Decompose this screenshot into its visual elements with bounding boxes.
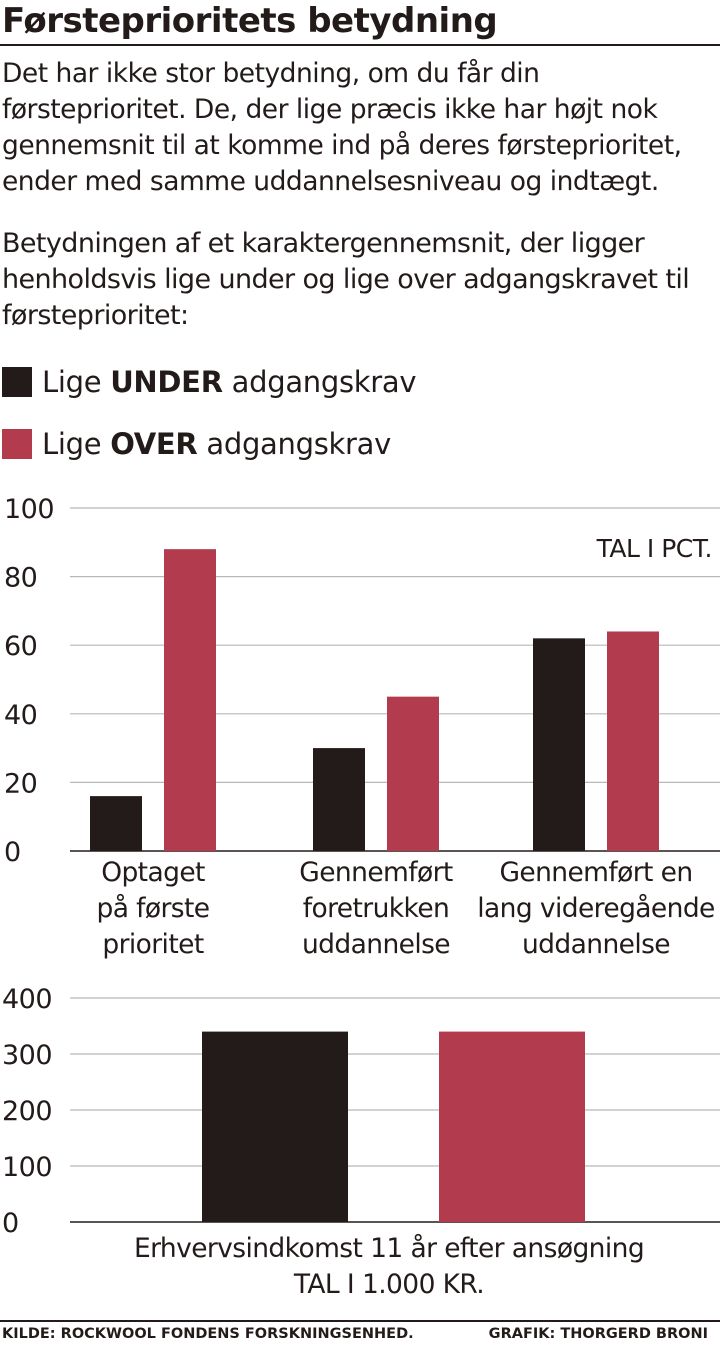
bar: [202, 1031, 348, 1222]
y-tick-label: 200: [2, 1096, 52, 1127]
x-tick-label: Gennemført en: [499, 857, 692, 888]
y-tick-label: 100: [2, 1152, 52, 1183]
legend-label-over: Lige OVER adgangskrav: [42, 427, 391, 461]
source-credit: KILDE: ROCKWOOL FONDENS FORSKNINGSENHED.: [2, 1326, 414, 1342]
x-tick-label: lang videregående: [477, 893, 715, 924]
intro-text: Det har ikke stor betydning, om du får d…: [2, 58, 682, 197]
x-tick-label: på første: [96, 893, 209, 924]
legend-swatch-under: [2, 367, 32, 397]
unit-note: TAL I PCT.: [596, 534, 712, 563]
footer-divider: [0, 1320, 720, 1322]
legend-item-over: Lige OVER adgangskrav: [2, 426, 391, 462]
chart-title: Førsteprioritets betydning: [2, 1, 498, 41]
y-tick-label: 400: [2, 984, 52, 1015]
bar: [164, 549, 216, 851]
x-tick-label: foretrukken: [303, 893, 450, 924]
legend-swatch-over: [2, 429, 32, 459]
title-divider: [0, 44, 720, 46]
legend-label-under: Lige UNDER adgangskrav: [42, 365, 417, 399]
y-tick-label: 20: [4, 768, 37, 799]
y-tick-label: 300: [2, 1040, 52, 1071]
x-tick-label: prioritet: [102, 929, 203, 960]
x-tick-label: Gennemført: [299, 857, 453, 888]
bar: [90, 796, 142, 851]
bar: [533, 638, 585, 851]
x-axis-label: TAL I 1.000 KR.: [293, 1269, 484, 1300]
bar: [387, 696, 439, 851]
chart-subtitle: Betydningen af et karaktergennemsnit, de…: [2, 228, 690, 331]
y-tick-label: 40: [4, 700, 37, 731]
x-axis-label: Erhvervsindkomst 11 år efter ansøgning: [134, 1233, 644, 1264]
y-tick-label: 100: [4, 494, 54, 525]
bar: [607, 631, 659, 851]
y-tick-label: 60: [4, 631, 37, 662]
x-tick-label: uddannelse: [302, 929, 450, 960]
bar: [439, 1031, 585, 1222]
y-tick-label: 0: [4, 837, 21, 868]
y-tick-label: 80: [4, 563, 37, 594]
x-tick-label: Optaget: [101, 857, 205, 888]
y-tick-label: 0: [2, 1208, 19, 1239]
graphic-credit: GRAFIK: THORGERD BRONI: [488, 1326, 708, 1342]
legend-item-under: Lige UNDER adgangskrav: [2, 364, 417, 400]
x-tick-label: uddannelse: [522, 929, 670, 960]
bar: [313, 748, 365, 851]
chart-canvas: 0 20 40 60 80 100 TAL I PCT. Optaget på første pr…: [2, 494, 720, 1300]
